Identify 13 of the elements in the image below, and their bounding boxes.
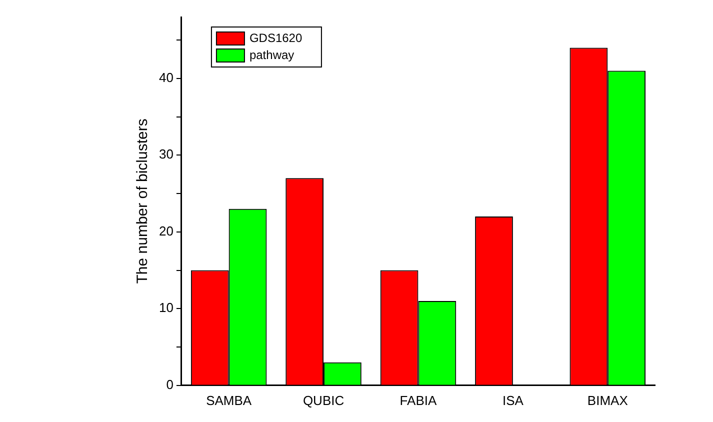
x-tick-label: ISA bbox=[502, 392, 524, 408]
y-axis-title: The number of biclusters bbox=[134, 118, 152, 284]
legend-label: pathway bbox=[249, 48, 294, 62]
y-tick-label: 30 bbox=[158, 146, 174, 162]
y-tick-label: 40 bbox=[158, 70, 174, 85]
x-tick-label: SAMBA bbox=[206, 392, 252, 408]
x-tick-label: FABIA bbox=[400, 392, 437, 408]
y-tick-label: 20 bbox=[158, 223, 174, 238]
legend-label: GDS1620 bbox=[249, 30, 302, 45]
y-tick-label: 0 bbox=[166, 376, 174, 392]
x-tick-label: QUBIC bbox=[302, 392, 344, 408]
x-tick-label: BIMAX bbox=[587, 392, 628, 408]
y-tick-label: 10 bbox=[158, 300, 174, 316]
